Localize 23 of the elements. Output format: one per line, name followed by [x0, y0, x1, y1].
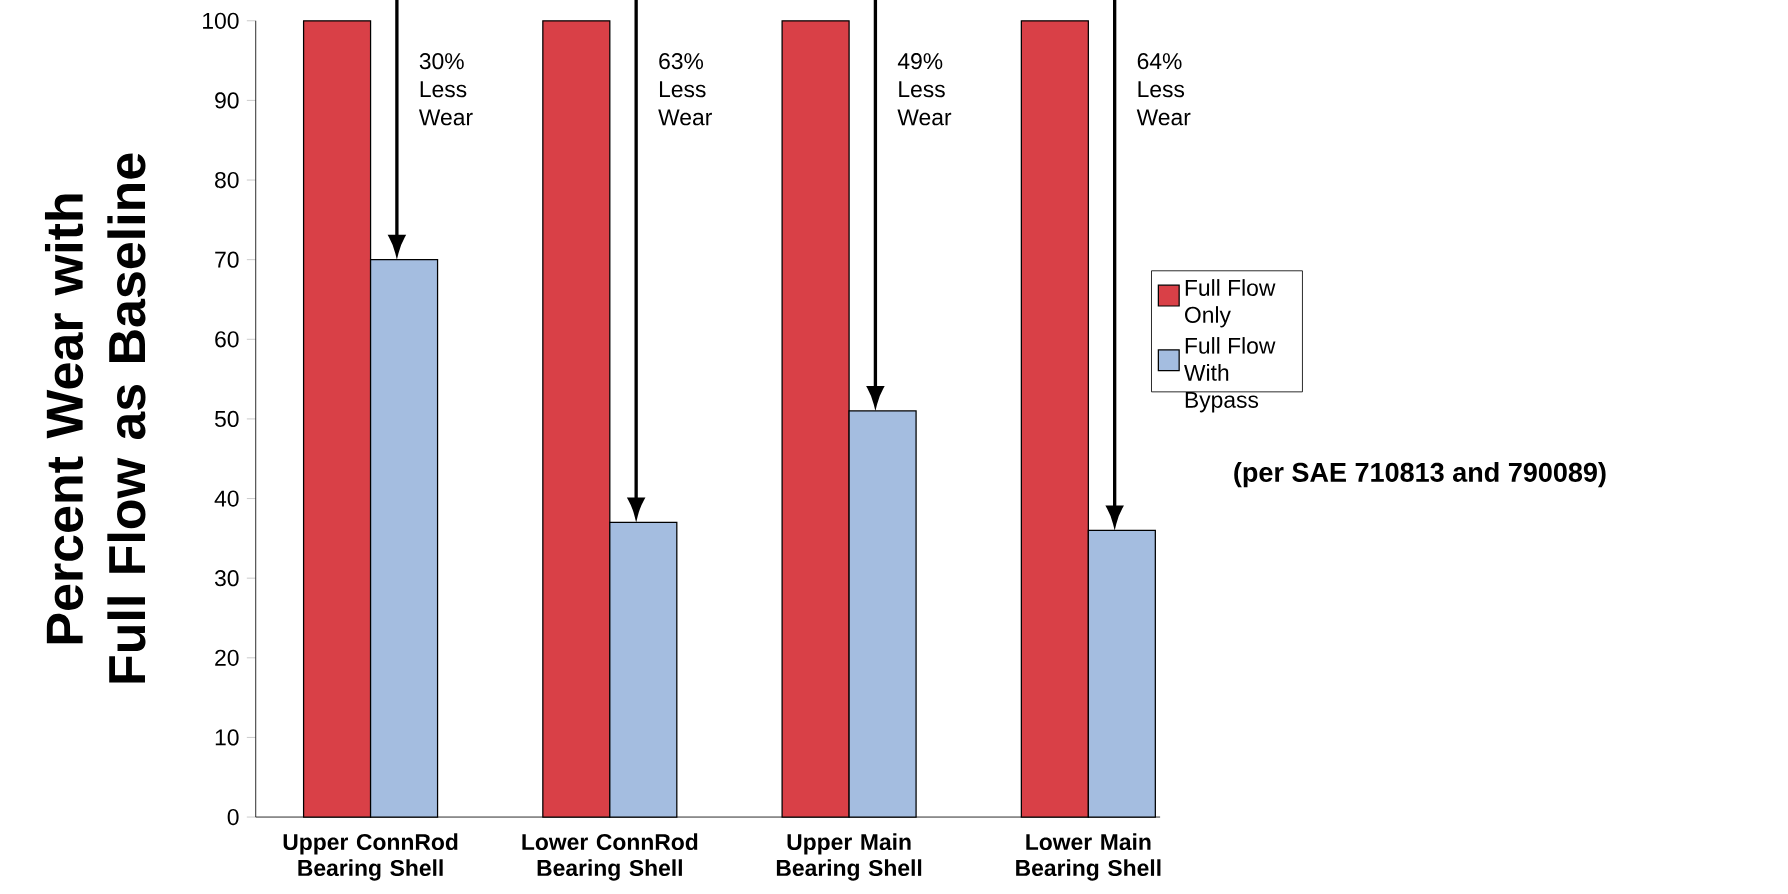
y-tick-label: 60 [215, 331, 239, 348]
annotation: 63% Less Wear [658, 53, 712, 126]
legend-label: Full Flow With Bypass [1184, 337, 1276, 413]
y-tick-label: 70 [215, 251, 239, 268]
y-tick-label: 20 [215, 649, 239, 666]
annotation: 49% Less Wear [897, 53, 952, 126]
annotation: 64% Less Wear [1136, 53, 1191, 126]
y-tick-label: 10 [215, 729, 239, 746]
legend-label: Full Flow Only [1185, 279, 1276, 328]
y-tick-label: 30 [214, 570, 239, 587]
x-tick-label: Upper Main Bearing Shell [776, 833, 922, 881]
text: (per SAE 710813 and 790089) [1234, 462, 1606, 488]
annotation: 30% Less Wear [418, 53, 473, 126]
y-tick-label: 40 [214, 490, 239, 507]
x-tick-label: Upper ConnRod Bearing Shell [283, 833, 458, 881]
y-tick-label: 80 [215, 171, 239, 189]
y-axis-title: Percent Wear with Full Flow as Baseline [44, 153, 146, 683]
y-tick-label: 50 [214, 410, 239, 428]
x-tick-label: Lower ConnRod Bearing Shell [522, 833, 698, 881]
y-tick-label: 0 [227, 808, 239, 826]
y-tick-label: 90 [215, 92, 239, 109]
y-tick-label: 100 [203, 12, 239, 29]
x-tick-label: Lower Main Bearing Shell [1016, 833, 1161, 881]
